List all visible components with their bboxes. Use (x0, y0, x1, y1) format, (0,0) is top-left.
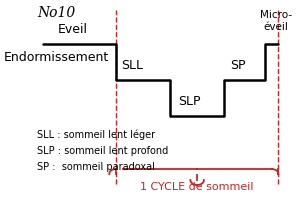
Text: SLP : sommeil lent profond: SLP : sommeil lent profond (38, 146, 169, 156)
Text: 1 CYCLE de sommeil: 1 CYCLE de sommeil (140, 182, 254, 192)
Text: SLL: SLL (121, 59, 143, 72)
Text: SP: SP (230, 59, 245, 72)
Text: Eveil: Eveil (58, 23, 88, 36)
Text: Endormissement: Endormissement (4, 51, 109, 64)
Text: SP :  sommeil paradoxal: SP : sommeil paradoxal (38, 162, 155, 172)
Text: SLP: SLP (178, 95, 200, 108)
Text: No10: No10 (38, 6, 76, 20)
Text: SLL : sommeil lent léger: SLL : sommeil lent léger (38, 130, 156, 140)
Text: Micro-
éveil: Micro- éveil (260, 10, 292, 32)
